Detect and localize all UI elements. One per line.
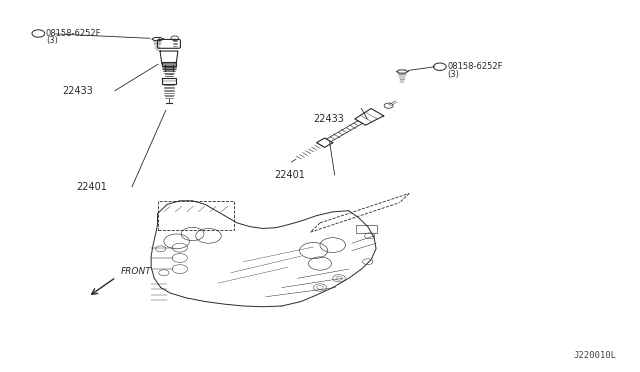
Text: 22401: 22401 [77,182,108,192]
Text: (3): (3) [447,70,460,78]
Text: 22433: 22433 [314,114,344,124]
Text: FRONT: FRONT [121,267,152,276]
Text: J220010L: J220010L [573,351,616,360]
Text: 08158-6252F: 08158-6252F [46,29,102,38]
Text: (3): (3) [46,36,58,45]
Text: 08158-6252F: 08158-6252F [447,62,503,71]
Text: 22401: 22401 [274,170,305,180]
Text: 22433: 22433 [62,86,93,96]
